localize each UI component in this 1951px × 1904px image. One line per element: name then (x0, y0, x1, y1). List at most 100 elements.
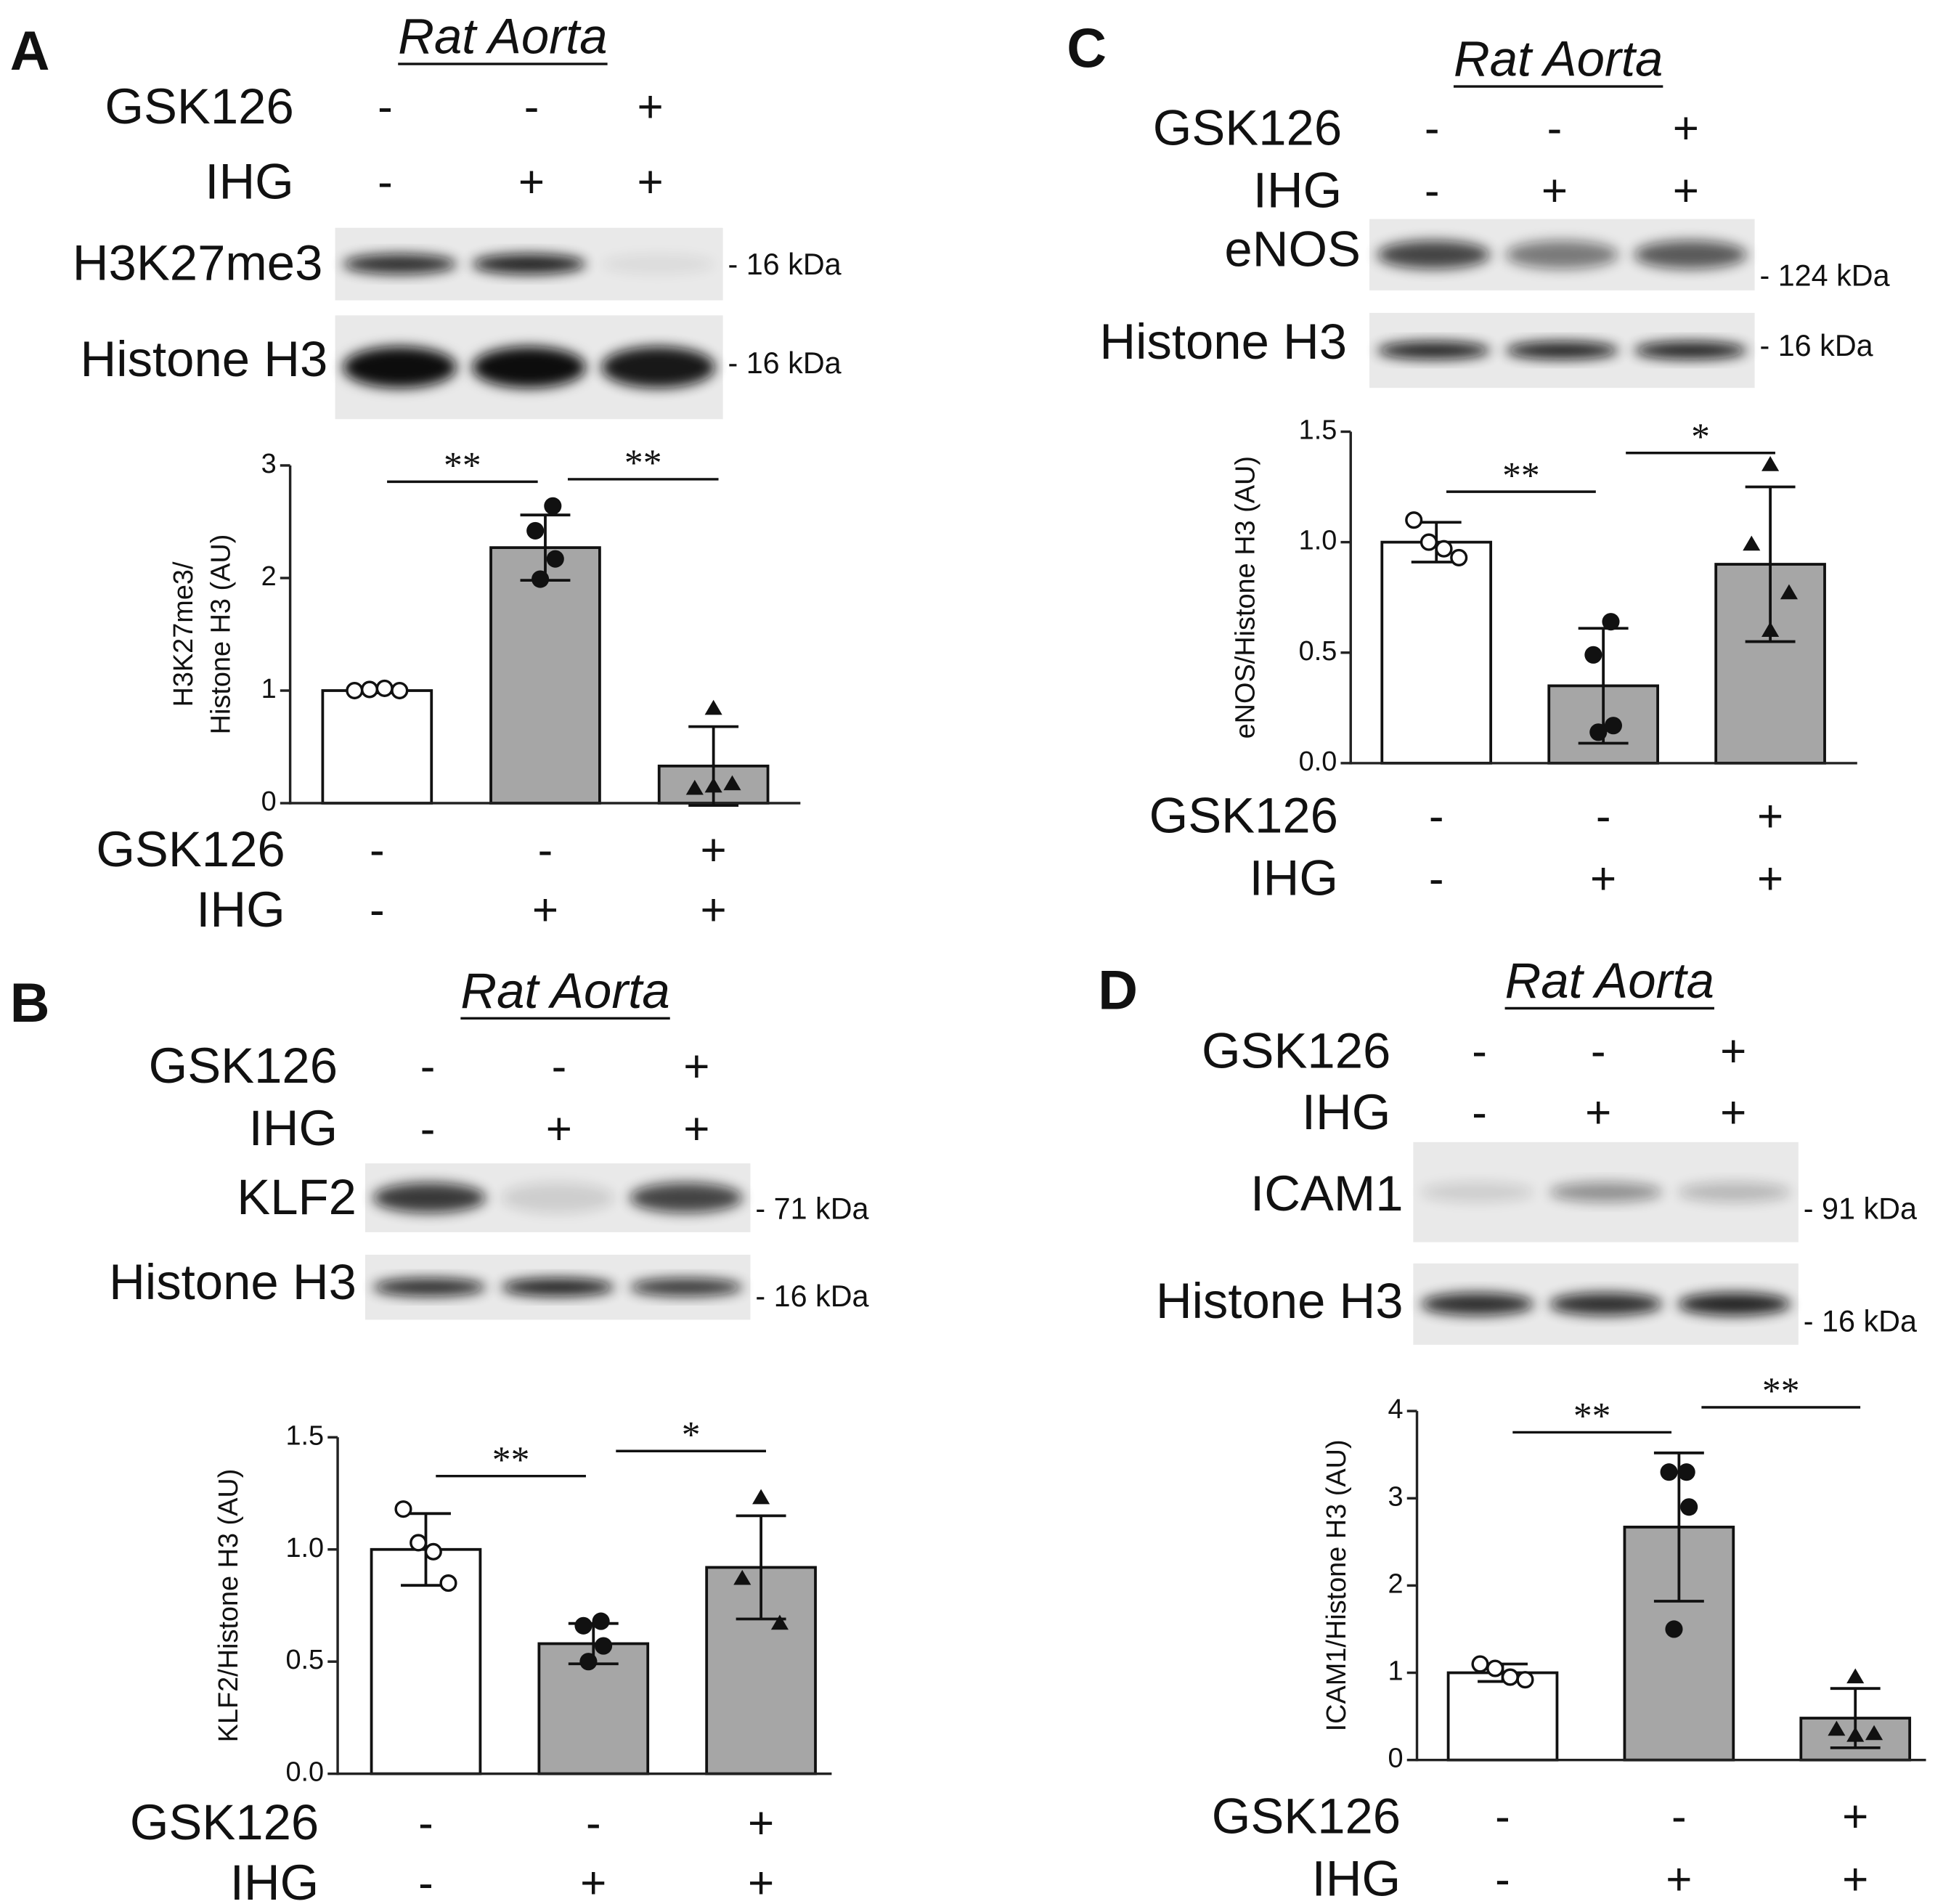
condition-sign: - (586, 1798, 601, 1848)
condition-sign: + (1585, 1088, 1611, 1138)
blot-band (1549, 1181, 1663, 1203)
blot-band (630, 1278, 743, 1297)
data-point (1584, 646, 1602, 664)
data-point (346, 681, 364, 700)
y-tick-label: 3 (261, 449, 277, 479)
error-bar (1578, 627, 1629, 745)
data-point (1604, 717, 1622, 735)
blot-marker: - 16 kDa (755, 1279, 868, 1313)
condition-name: GSK126 (130, 1794, 319, 1850)
significance-label: * (682, 1415, 701, 1456)
blot-marker: - 16 kDa (1759, 329, 1873, 362)
significance-label: * (1691, 416, 1710, 457)
bar (1380, 540, 1493, 765)
significance-label: ** (624, 443, 662, 484)
blot-label: Histone H3 (1099, 314, 1347, 370)
data-point (723, 775, 741, 791)
data-point (1846, 1726, 1865, 1742)
data-point (394, 1500, 412, 1518)
condition-sign: - (370, 825, 385, 875)
data-point (1435, 540, 1453, 558)
bar (321, 689, 433, 805)
condition-sign: - (1495, 1792, 1510, 1842)
data-point (1865, 1725, 1883, 1741)
data-point (770, 1614, 789, 1630)
y-tick-label: 0.0 (285, 1757, 324, 1788)
significance-label: ** (1502, 455, 1540, 497)
data-point (1761, 456, 1780, 471)
y-axis-label: ICAM1/Histone H3 (AU) (1321, 1439, 1352, 1731)
blot-label: Histone H3 (109, 1254, 357, 1310)
blot-marker: - 16 kDa (1804, 1304, 1917, 1338)
blot-band (1634, 341, 1747, 359)
condition-sign: + (1673, 166, 1699, 216)
condition-sign: + (638, 82, 664, 132)
y-tick-label: 2 (261, 561, 277, 592)
condition-sign: + (1720, 1088, 1746, 1138)
data-point (1516, 1671, 1534, 1689)
data-point (1846, 1668, 1865, 1684)
condition-sign: - (1429, 792, 1444, 842)
bar (370, 1547, 482, 1775)
condition-name: IHG (205, 153, 293, 209)
data-point (1677, 1463, 1695, 1481)
y-tick-label: 1 (1388, 1656, 1403, 1687)
condition-sign: + (748, 1858, 774, 1904)
data-point (704, 777, 722, 793)
blot-label: KLF2 (237, 1169, 357, 1225)
significance-label: ** (1762, 1371, 1800, 1412)
condition-sign: - (1596, 792, 1611, 842)
condition-sign: + (1666, 1855, 1692, 1904)
y-axis-label: Histone H3 (AU) (206, 534, 237, 735)
error-bar (1745, 485, 1796, 643)
condition-sign: - (538, 825, 553, 875)
data-point (685, 779, 704, 795)
condition-sign: + (580, 1858, 606, 1904)
data-point (1660, 1463, 1678, 1481)
blot-band (1420, 1181, 1534, 1203)
condition-sign: - (378, 158, 393, 208)
blot-band (1505, 341, 1619, 359)
condition-name: GSK126 (1153, 99, 1342, 155)
condition-sign: + (1842, 1792, 1868, 1842)
condition-sign: - (370, 885, 385, 935)
panel-letter: D (1098, 960, 1138, 1022)
condition-sign: - (1591, 1027, 1606, 1077)
data-point (1405, 511, 1423, 529)
condition-name: IHG (1250, 850, 1338, 906)
panel-title: Rat Aorta (460, 963, 669, 1019)
condition-sign: - (1425, 103, 1440, 153)
blot-marker: - 16 kDa (728, 248, 841, 281)
condition-sign: - (1671, 1792, 1687, 1842)
y-tick-label: 1.0 (1299, 526, 1337, 556)
panel-letter: A (10, 20, 50, 82)
panel-title: Rat Aorta (398, 9, 607, 65)
blot-band (1505, 240, 1619, 269)
significance-label: ** (1573, 1396, 1611, 1437)
condition-sign: + (1541, 166, 1568, 216)
panel-letter: B (10, 972, 50, 1034)
bar (1446, 1671, 1559, 1762)
significance-label: ** (492, 1439, 530, 1481)
blot-band (343, 346, 457, 388)
data-point (733, 1569, 752, 1585)
data-point (579, 1653, 598, 1671)
y-axis-label: H3K27me3/ (168, 561, 199, 707)
y-tick-label: 1.5 (285, 1420, 324, 1451)
condition-sign: + (1590, 854, 1616, 904)
data-point (531, 570, 550, 588)
condition-sign: - (418, 1798, 433, 1848)
blot-band (1420, 1293, 1534, 1316)
data-point (595, 1637, 613, 1655)
condition-sign: - (418, 1858, 433, 1904)
blot-label: Histone H3 (1156, 1273, 1404, 1329)
blot-band (472, 346, 586, 388)
blot-band (372, 1278, 486, 1297)
blot-band (372, 1182, 486, 1213)
panel-title: Rat Aorta (1454, 31, 1663, 87)
condition-name: IHG (1253, 162, 1342, 218)
data-point (526, 521, 545, 540)
data-point (1471, 1655, 1489, 1673)
blot-band (1634, 240, 1747, 269)
blot-band (1677, 1181, 1791, 1203)
